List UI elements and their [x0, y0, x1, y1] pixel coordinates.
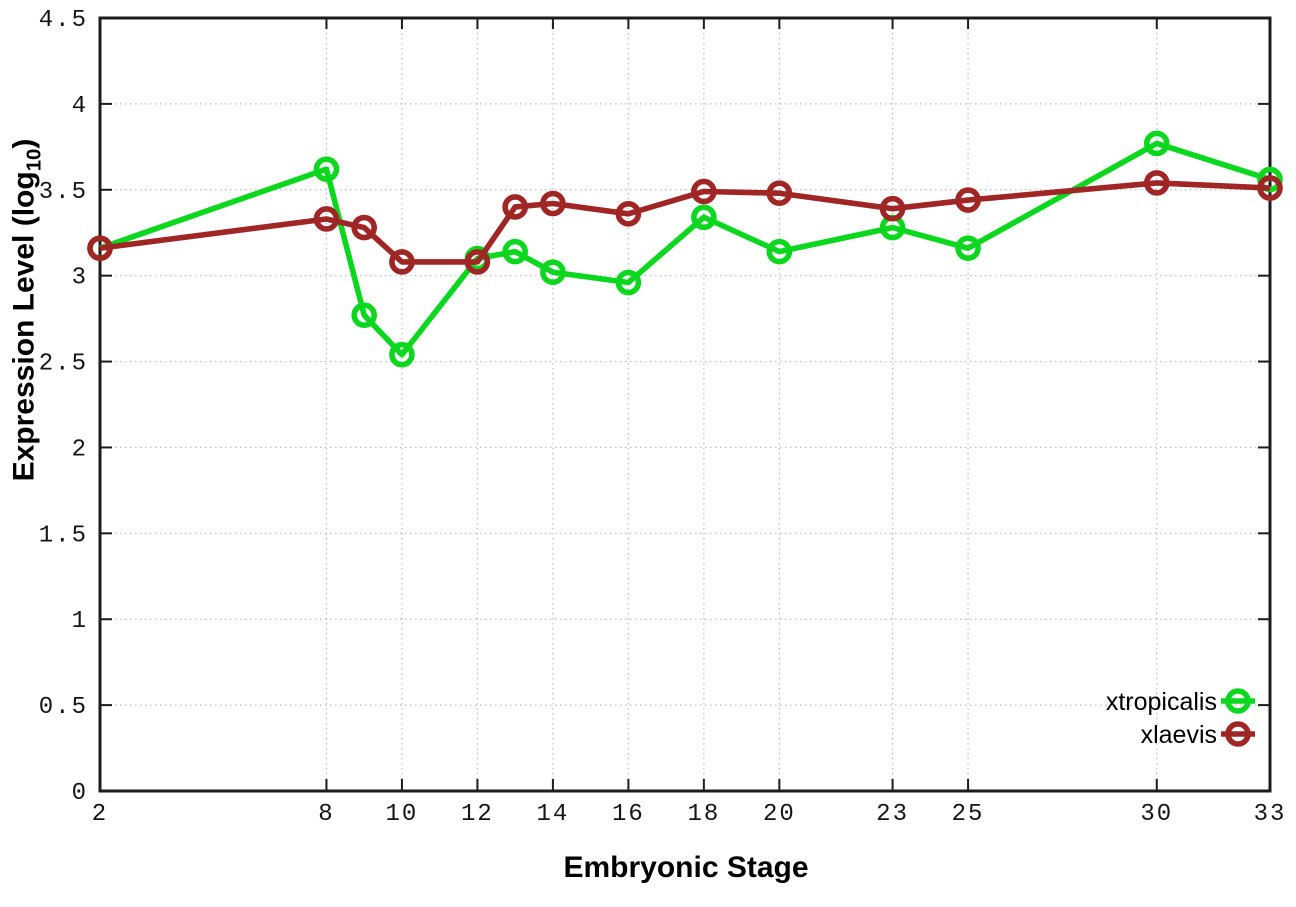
legend-marker-xtropicalis	[1225, 688, 1251, 714]
y-axis-title: Expression Level (log10)	[8, 139, 47, 482]
data-point-xlaevis	[351, 214, 377, 241]
x-tick-label: 20	[763, 801, 796, 828]
legend-label-xlaevis: xlaevis	[1141, 721, 1217, 749]
data-point-xlaevis	[87, 235, 113, 261]
x-tick-label: 16	[612, 801, 645, 828]
y-tick-label: 0.5	[39, 694, 88, 721]
legend-label-xtropicalis: xtropicalis	[1106, 688, 1217, 716]
data-point-xlaevis	[540, 190, 566, 217]
y-axis-title-text: Expression Level (log	[7, 171, 41, 482]
x-tick-label: 25	[952, 801, 985, 828]
y-tick-label: 4.5	[39, 7, 88, 34]
data-point-xtropicalis	[691, 204, 717, 231]
data-point-xtropicalis	[1257, 166, 1283, 193]
data-point-xtropicalis	[351, 302, 377, 328]
data-point-xtropicalis	[540, 259, 566, 286]
y-tick-label: 3.5	[39, 179, 88, 206]
x-tick-label: 2	[92, 801, 108, 828]
y-tick-label: 3	[72, 265, 88, 292]
x-tick-label: 10	[386, 801, 419, 828]
y-tick-label: 4	[72, 93, 88, 120]
y-tick-label: 1	[72, 608, 88, 635]
data-point-xlaevis	[464, 249, 491, 275]
series-line-xlaevis	[99, 180, 1271, 265]
x-axis-title: Embryonic Stage	[563, 851, 809, 884]
y-tick-label: 1.5	[39, 522, 88, 549]
data-point-xlaevis	[879, 195, 906, 222]
data-point-xlaevis	[313, 206, 340, 232]
x-tick-label: 8	[318, 801, 334, 828]
data-point-xtropicalis	[766, 238, 793, 265]
legend-marker-xlaevis	[1225, 721, 1251, 747]
x-tick-label: 18	[687, 801, 720, 828]
y-axis-title-subscript: 10	[23, 148, 46, 172]
x-tick-label: 23	[876, 801, 909, 828]
data-point-xtropicalis	[615, 269, 642, 296]
y-axis-title-suffix: )	[7, 138, 41, 149]
series-line-xtropicalis	[99, 140, 1271, 358]
x-tick-label: 12	[461, 801, 494, 828]
data-point-xtropicalis	[955, 235, 981, 261]
x-tick-label: 33	[1254, 801, 1287, 828]
data-point-xtropicalis	[1143, 130, 1170, 157]
x-tick-label: 14	[536, 801, 569, 828]
y-tick-label: 2.5	[39, 351, 88, 378]
data-point-xtropicalis	[502, 238, 528, 265]
data-point-xlaevis	[1143, 170, 1170, 196]
x-tick-label: 30	[1140, 801, 1173, 828]
data-point-xtropicalis	[313, 156, 340, 182]
y-tick-label: 0	[72, 780, 88, 807]
data-point-xlaevis	[955, 187, 981, 213]
data-point-xlaevis	[766, 180, 793, 207]
plot-border	[98, 16, 1272, 793]
data-point-xlaevis	[1257, 175, 1283, 201]
data-point-xlaevis	[615, 201, 642, 227]
data-point-xtropicalis	[389, 341, 415, 368]
data-point-xlaevis	[389, 249, 415, 275]
data-point-xlaevis	[502, 194, 528, 220]
y-tick-label: 2	[72, 436, 88, 463]
data-point-xlaevis	[691, 178, 717, 205]
